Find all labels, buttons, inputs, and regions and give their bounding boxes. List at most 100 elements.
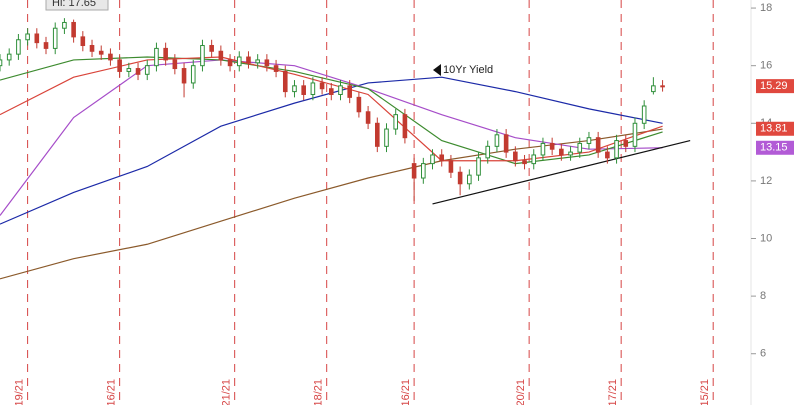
- candle-body: [89, 45, 95, 52]
- price-tag-box: [756, 79, 794, 94]
- candle-body: [586, 137, 592, 144]
- price-tag-box: [756, 140, 794, 155]
- candle-body: [448, 160, 454, 173]
- y-tick-label: 16: [760, 60, 772, 72]
- candle-body: [98, 50, 104, 55]
- candle-body: [80, 36, 86, 47]
- yield-arrow: [433, 64, 441, 76]
- price-tag-label: 13.81: [760, 123, 788, 135]
- high-annotation: Hi: 17.65: [52, 0, 96, 9]
- candle-body: [641, 105, 647, 124]
- candle-body: [43, 42, 49, 49]
- candle-body: [485, 145, 491, 159]
- candle-body: [549, 142, 555, 150]
- candle-body: [255, 59, 260, 64]
- candle-body: [614, 140, 619, 159]
- x-tick-label: 10/15/21: [699, 379, 711, 405]
- candle-body: [595, 137, 601, 153]
- x-tick-label: 6/18/21: [313, 379, 325, 405]
- candle-body: [651, 85, 656, 93]
- candle-body: [310, 82, 316, 95]
- candle-body: [163, 47, 168, 61]
- candle-body: [181, 68, 187, 84]
- candle-body: [135, 68, 141, 75]
- candle-body: [154, 47, 159, 67]
- candle-body: [71, 21, 76, 38]
- candle-body: [117, 59, 122, 72]
- price-tag-label: 15.29: [760, 80, 788, 92]
- candle-body: [328, 88, 334, 95]
- candle-body: [411, 163, 417, 179]
- price-tag-box: [756, 121, 794, 136]
- candle-body: [632, 122, 638, 147]
- candle-body: [301, 85, 306, 95]
- candle-body: [200, 45, 205, 67]
- candle-body: [190, 65, 196, 84]
- candle-body: [25, 33, 30, 41]
- candle-body: [494, 134, 500, 147]
- candle-body: [430, 154, 435, 165]
- candle-body: [126, 68, 132, 72]
- candle-body: [375, 122, 380, 147]
- x-tick-label: 4/16/21: [106, 379, 118, 405]
- x-tick-label: 8/20/21: [515, 379, 527, 405]
- candle-body: [62, 21, 67, 29]
- candle-body: [577, 142, 583, 153]
- candle-body: [531, 154, 537, 165]
- high-box: [45, 0, 109, 11]
- y-tick-label: 6: [760, 348, 766, 360]
- candle-body: [623, 140, 629, 147]
- candle-body: [227, 59, 233, 67]
- x-tick-label: 5/21/21: [221, 379, 233, 405]
- x-tick-label: 9/17/21: [607, 379, 619, 405]
- line-series: [432, 139, 691, 205]
- price-tag-label: 13.15: [760, 142, 788, 154]
- candle-body: [34, 33, 40, 44]
- candle-body: [476, 157, 481, 176]
- candle-body: [522, 160, 527, 165]
- candle-body: [144, 65, 150, 75]
- candle-body: [16, 39, 21, 55]
- candle-body: [503, 134, 509, 153]
- candle-body: [292, 85, 297, 93]
- candle-body: [246, 56, 251, 64]
- candle-body: [6, 53, 12, 61]
- candle-body: [660, 85, 665, 88]
- y-tick-label: 18: [760, 2, 772, 14]
- candle-body: [467, 174, 472, 185]
- x-tick-label: 3/19/21: [14, 379, 26, 405]
- candle-body: [513, 151, 518, 162]
- candle-body: [319, 82, 325, 90]
- candle-body: [273, 65, 279, 72]
- yield-annotation: 10Yr Yield: [443, 64, 493, 76]
- candle-body: [347, 85, 352, 98]
- candle-body: [365, 111, 371, 124]
- candle-body: [356, 96, 362, 113]
- y-tick-label: 8: [760, 290, 766, 302]
- candle-body: [338, 85, 343, 95]
- candle-body: [218, 50, 224, 61]
- candle-body: [605, 151, 610, 159]
- candle-body: [421, 163, 426, 179]
- candle-body: [540, 142, 546, 156]
- candle-body: [559, 148, 564, 156]
- candle-body: [264, 59, 270, 67]
- candle-body: [393, 114, 399, 130]
- candle-body: [0, 59, 3, 67]
- candle-body: [52, 27, 58, 49]
- candle-body: [282, 70, 288, 93]
- candle-body: [402, 114, 408, 139]
- candle-body: [108, 53, 113, 61]
- candle-body: [457, 171, 463, 185]
- candle-body: [209, 45, 214, 52]
- candle-body: [172, 59, 178, 70]
- candle-body: [439, 154, 445, 162]
- candle-body: [384, 128, 389, 147]
- x-tick-label: 7/16/21: [400, 379, 412, 405]
- y-tick-label: 12: [760, 175, 772, 187]
- candle-body: [236, 56, 242, 67]
- candle-body: [568, 151, 573, 156]
- y-tick-label: 10: [760, 232, 772, 244]
